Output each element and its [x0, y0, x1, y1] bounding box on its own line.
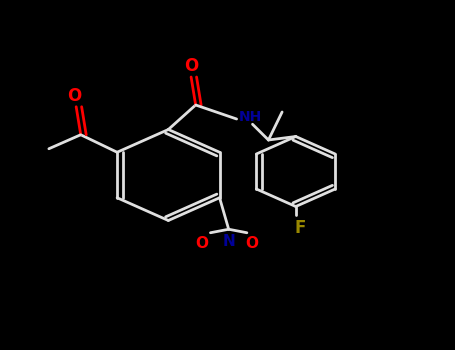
- Text: O: O: [184, 57, 198, 75]
- Text: O: O: [195, 236, 208, 251]
- Text: F: F: [295, 219, 306, 237]
- Text: NH: NH: [239, 110, 262, 124]
- Text: N: N: [222, 234, 235, 250]
- Text: O: O: [67, 87, 81, 105]
- Text: O: O: [245, 236, 258, 251]
